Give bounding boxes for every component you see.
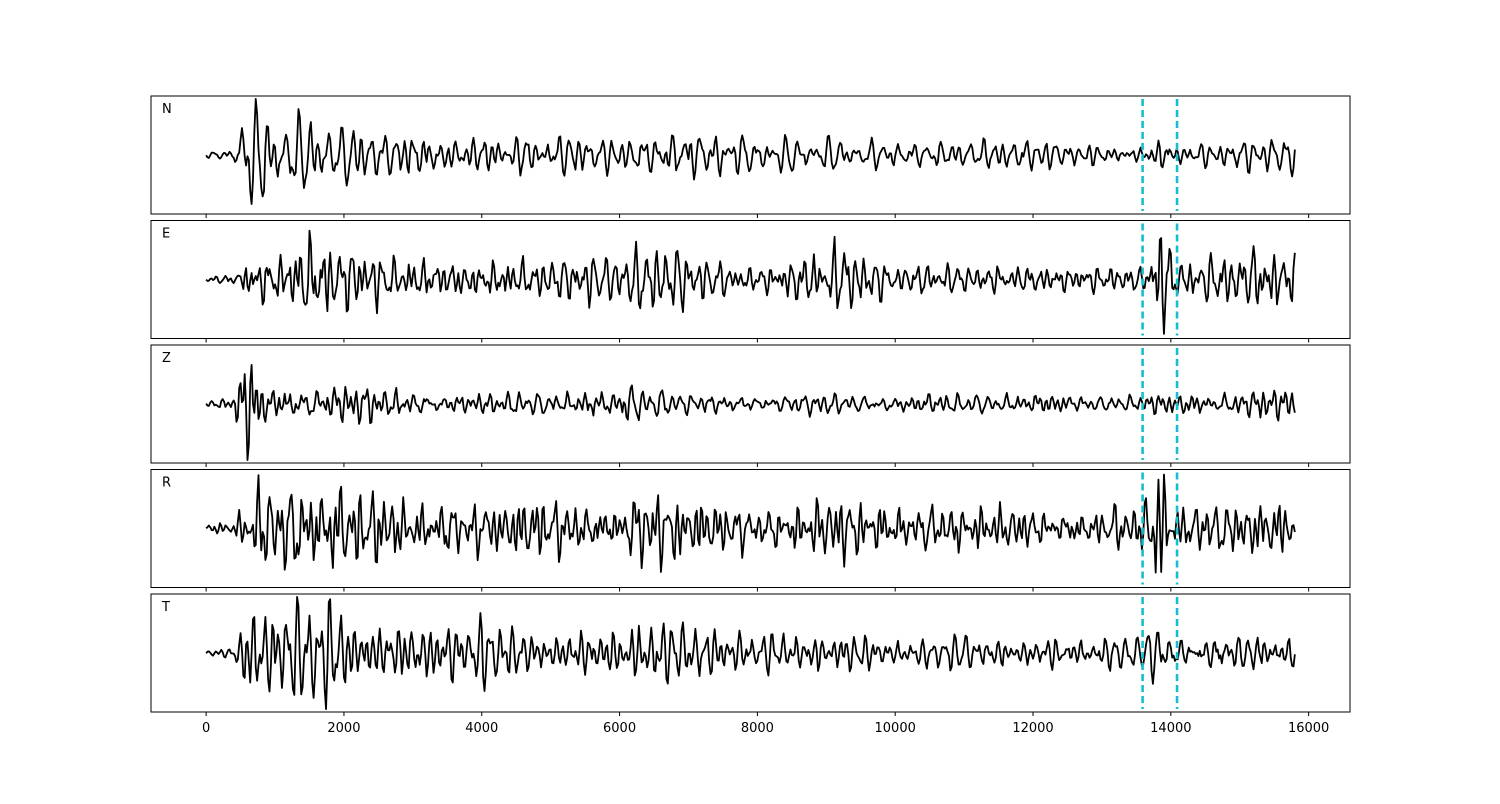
waveform-t: [205, 596, 1296, 710]
panel-r: R: [150, 469, 1351, 592]
channel-label: E: [162, 227, 170, 242]
panel-z: Z: [150, 344, 1351, 467]
x-tick-label: 8000: [741, 721, 774, 736]
waveform-n: [205, 98, 1296, 205]
x-tick-label: 6000: [603, 721, 636, 736]
channel-label: R: [162, 476, 171, 491]
x-tick-label: 16000: [1288, 721, 1329, 736]
x-tick-label: 10000: [875, 721, 916, 736]
waveform-e: [205, 229, 1296, 335]
axes-frame: [150, 220, 1351, 339]
axes-frame: [150, 593, 1351, 713]
waveform-z: [205, 364, 1296, 461]
channel-label: N: [162, 102, 172, 117]
waveform-r: [205, 473, 1296, 574]
x-tick-label: 2000: [327, 721, 360, 736]
axes-frame: [150, 469, 1351, 588]
panel-e: E: [150, 220, 1351, 343]
axes-frame: [150, 344, 1351, 464]
x-tick-label: 14000: [1150, 721, 1191, 736]
panel-n: N: [150, 95, 1351, 218]
x-tick-label: 0: [202, 721, 210, 736]
channel-label: Z: [162, 351, 171, 366]
panel-t: T 0 2000 4000 6000 8000 10000 12000 14000 16000: [150, 593, 1351, 736]
channel-label: T: [161, 600, 170, 615]
x-tick-label: 4000: [465, 721, 498, 736]
axes-frame: [150, 95, 1351, 215]
x-tick-label: 12000: [1012, 721, 1053, 736]
